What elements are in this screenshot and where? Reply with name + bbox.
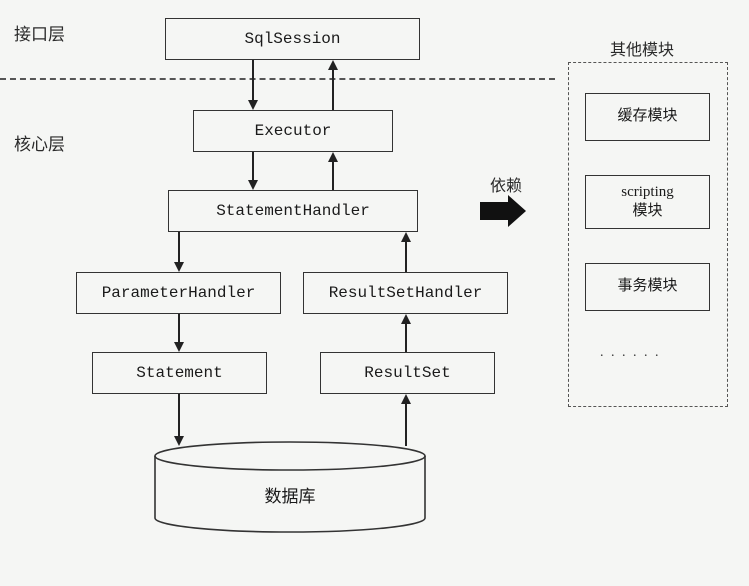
cache-module-label: 缓存模块: [617, 107, 677, 127]
core-layer-label: 核心层: [14, 130, 65, 155]
sqlsession-node: SqlSession: [165, 18, 420, 60]
arrow-rsh-sh: [405, 242, 407, 272]
statementhandler-label: StatementHandler: [216, 201, 370, 222]
arrow-db-rs: [405, 404, 407, 446]
executor-node: Executor: [193, 110, 393, 152]
tx-module-node: 事务模块: [585, 263, 710, 311]
arrow-sh-exec-up-head: [328, 152, 338, 162]
arrow-exec-sql-up: [332, 70, 334, 110]
tx-module-label: 事务模块: [617, 277, 677, 297]
layer-separator: [0, 78, 555, 80]
scripting-module-label: scripting 模块: [621, 183, 674, 222]
arrow-sql-exec-down-head: [248, 100, 258, 110]
parameterhandler-node: ParameterHandler: [76, 272, 281, 314]
arrow-rs-rsh-head: [401, 314, 411, 324]
parameterhandler-label: ParameterHandler: [102, 283, 256, 304]
interface-layer-label: 接口层: [14, 20, 65, 45]
executor-label: Executor: [255, 121, 332, 142]
cache-module-node: 缓存模块: [585, 93, 710, 141]
dependency-arrow: [480, 195, 526, 227]
arrow-rsh-sh-head: [401, 232, 411, 242]
sqlsession-label: SqlSession: [244, 29, 340, 50]
arrow-ph-st-head: [174, 342, 184, 352]
arrow-ph-st: [178, 314, 180, 342]
resultsethandler-label: ResultSetHandler: [329, 283, 483, 304]
arrow-st-db: [178, 394, 180, 436]
statementhandler-node: StatementHandler: [168, 190, 418, 232]
modules-title: 其他模块: [610, 36, 674, 60]
arrow-sql-exec-down: [252, 60, 254, 100]
arrow-exec-sql-up-head: [328, 60, 338, 70]
arrow-exec-sh-down: [252, 152, 254, 180]
statement-node: Statement: [92, 352, 267, 394]
arrow-db-rs-head: [401, 394, 411, 404]
dependency-label: 依赖: [490, 172, 522, 196]
resultsethandler-node: ResultSetHandler: [303, 272, 508, 314]
arrow-exec-sh-down-head: [248, 180, 258, 190]
arrow-sh-exec-up: [332, 162, 334, 190]
arrow-rs-rsh: [405, 324, 407, 352]
database-label: 数据库: [150, 482, 430, 507]
statement-label: Statement: [136, 363, 222, 384]
resultset-node: ResultSet: [320, 352, 495, 394]
arrow-sh-ph: [178, 232, 180, 262]
database-node: 数据库: [150, 440, 430, 535]
resultset-label: ResultSet: [364, 363, 450, 384]
arrow-st-db-head: [174, 436, 184, 446]
arrow-sh-ph-head: [174, 262, 184, 272]
scripting-module-node: scripting 模块: [585, 175, 710, 229]
modules-more-dots: . . . . . .: [600, 345, 661, 361]
